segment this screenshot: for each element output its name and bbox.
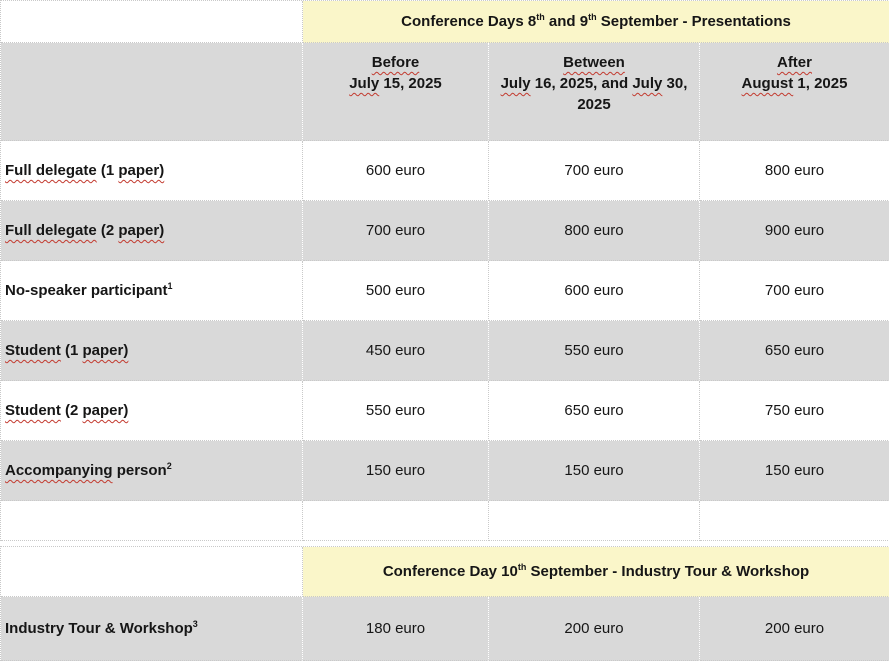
text-segment: September - Industry Tour & Workshop xyxy=(526,563,810,580)
spellcheck-flagged-text: Student xyxy=(5,342,61,359)
banner-left-empty-cell xyxy=(1,1,303,43)
price-cell: 800 euro xyxy=(489,201,700,261)
column-header-between: Between July 16, 2025, and July 30, 2025 xyxy=(489,43,700,141)
empty-cell xyxy=(303,501,489,541)
price-cell: 650 euro xyxy=(489,381,700,441)
row-student-2-paper: Student (2 paper) 550 euro 650 euro 750 … xyxy=(1,381,889,441)
spellcheck-flagged-text: After xyxy=(776,54,812,71)
banner-industry-tour: Conference Day 10th September - Industry… xyxy=(303,547,889,597)
row-label: No-speaker participant1 xyxy=(1,261,303,321)
spellcheck-flagged-text: August xyxy=(741,75,794,92)
price-cell: 550 euro xyxy=(489,321,700,381)
price-cell: 600 euro xyxy=(303,141,489,201)
footnote-superscript: th xyxy=(536,12,545,22)
spellcheck-flagged-text: paper) xyxy=(118,162,165,179)
row-full-delegate-1-paper: Full delegate (1 paper) 600 euro 700 eur… xyxy=(1,141,889,201)
row-industry-tour-workshop: Industry Tour & Workshop3 180 euro 200 e… xyxy=(1,597,889,661)
spellcheck-flagged-text: Full delegate xyxy=(5,162,97,179)
empty-cell xyxy=(700,501,889,541)
deadline-header-row: Before July 15, 2025 Between July 16, 2025… xyxy=(1,43,889,141)
empty-spacer-row xyxy=(1,501,889,541)
price-cell: 200 euro xyxy=(700,597,889,661)
spellcheck-flagged-text: paper) xyxy=(118,222,165,239)
price-cell: 600 euro xyxy=(489,261,700,321)
footnote-superscript: 3 xyxy=(192,619,198,629)
pricing-table-presentations: Conference Days 8th and 9th September - … xyxy=(0,0,889,541)
spellcheck-flagged-text: Before xyxy=(371,54,420,71)
price-cell: 750 euro xyxy=(700,381,889,441)
price-cell: 450 euro xyxy=(303,321,489,381)
pricing-table-industry-tour: Conference Day 10th September - Industry… xyxy=(0,546,889,661)
price-cell: 500 euro xyxy=(303,261,489,321)
footnote-superscript: 1 xyxy=(167,281,173,291)
text-segment: (1 xyxy=(60,342,83,359)
banner-presentations: Conference Days 8th and 9th September - … xyxy=(303,1,889,43)
text-segment: 15, 2025 xyxy=(379,75,442,92)
text-segment: (1 xyxy=(96,162,119,179)
row-no-speaker-participant: No-speaker participant1 500 euro 600 eur… xyxy=(1,261,889,321)
row-label: Accompanying person2 xyxy=(1,441,303,501)
price-cell: 200 euro xyxy=(489,597,700,661)
price-cell: 700 euro xyxy=(303,201,489,261)
text-segment: Conference Days 8 xyxy=(401,13,537,30)
text-segment: 16, 2025, and xyxy=(530,75,633,92)
banner-row-presentations: Conference Days 8th and 9th September - … xyxy=(1,1,889,43)
text-segment: Conference Day 10 xyxy=(382,563,518,580)
text-segment: and 9 xyxy=(544,13,589,30)
price-cell: 650 euro xyxy=(700,321,889,381)
row-label: Full delegate (2 paper) xyxy=(1,201,303,261)
column-header-before: Before July 15, 2025 xyxy=(303,43,489,141)
spellcheck-flagged-text: July xyxy=(500,75,531,92)
empty-cell xyxy=(1,501,303,541)
footnote-superscript: th xyxy=(517,562,527,572)
text-segment: Industry Tour & Workshop xyxy=(5,620,193,637)
text-segment: (2 xyxy=(60,402,83,419)
price-cell: 180 euro xyxy=(303,597,489,661)
row-student-1-paper: Student (1 paper) 450 euro 550 euro 650 … xyxy=(1,321,889,381)
column-header-after: After August 1, 2025 xyxy=(700,43,889,141)
row-label: Full delegate (1 paper) xyxy=(1,141,303,201)
price-cell: 800 euro xyxy=(700,141,889,201)
row-label: Industry Tour & Workshop3 xyxy=(1,597,303,661)
spellcheck-flagged-text: Between xyxy=(563,54,625,71)
text-segment: (2 xyxy=(96,222,119,239)
text-segment: 1, 2025 xyxy=(793,75,848,92)
spellcheck-flagged-text: July xyxy=(349,75,380,92)
price-cell: 150 euro xyxy=(303,441,489,501)
row-label: Student (1 paper) xyxy=(1,321,303,381)
text-segment: No-speaker participant xyxy=(5,282,168,299)
price-cell: 150 euro xyxy=(700,441,889,501)
row-label: Student (2 paper) xyxy=(1,381,303,441)
empty-cell xyxy=(489,501,700,541)
price-cell: 900 euro xyxy=(700,201,889,261)
price-cell: 550 euro xyxy=(303,381,489,441)
spellcheck-flagged-text: paper) xyxy=(82,342,129,359)
text-segment: September - Presentations xyxy=(596,13,791,30)
spellcheck-flagged-text: Full delegate xyxy=(5,222,97,239)
table-gap xyxy=(0,541,889,546)
spellcheck-flagged-text: paper) xyxy=(82,402,129,419)
spellcheck-flagged-text: July xyxy=(632,75,663,92)
header-empty-cell xyxy=(1,43,303,141)
price-cell: 700 euro xyxy=(700,261,889,321)
text-segment: person xyxy=(112,462,167,479)
banner-row-industry-tour: Conference Day 10th September - Industry… xyxy=(1,547,889,597)
spellcheck-flagged-text: Student xyxy=(5,402,61,419)
footnote-superscript: 2 xyxy=(166,461,172,471)
banner-left-empty-cell xyxy=(1,547,303,597)
spellcheck-flagged-text: Accompanying xyxy=(5,462,113,479)
price-cell: 150 euro xyxy=(489,441,700,501)
footnote-superscript: th xyxy=(588,12,597,22)
row-full-delegate-2-paper: Full delegate (2 paper) 700 euro 800 eur… xyxy=(1,201,889,261)
text-segment: 30, 2025 xyxy=(577,75,688,113)
price-cell: 700 euro xyxy=(489,141,700,201)
row-accompanying-person: Accompanying person2 150 euro 150 euro 1… xyxy=(1,441,889,501)
